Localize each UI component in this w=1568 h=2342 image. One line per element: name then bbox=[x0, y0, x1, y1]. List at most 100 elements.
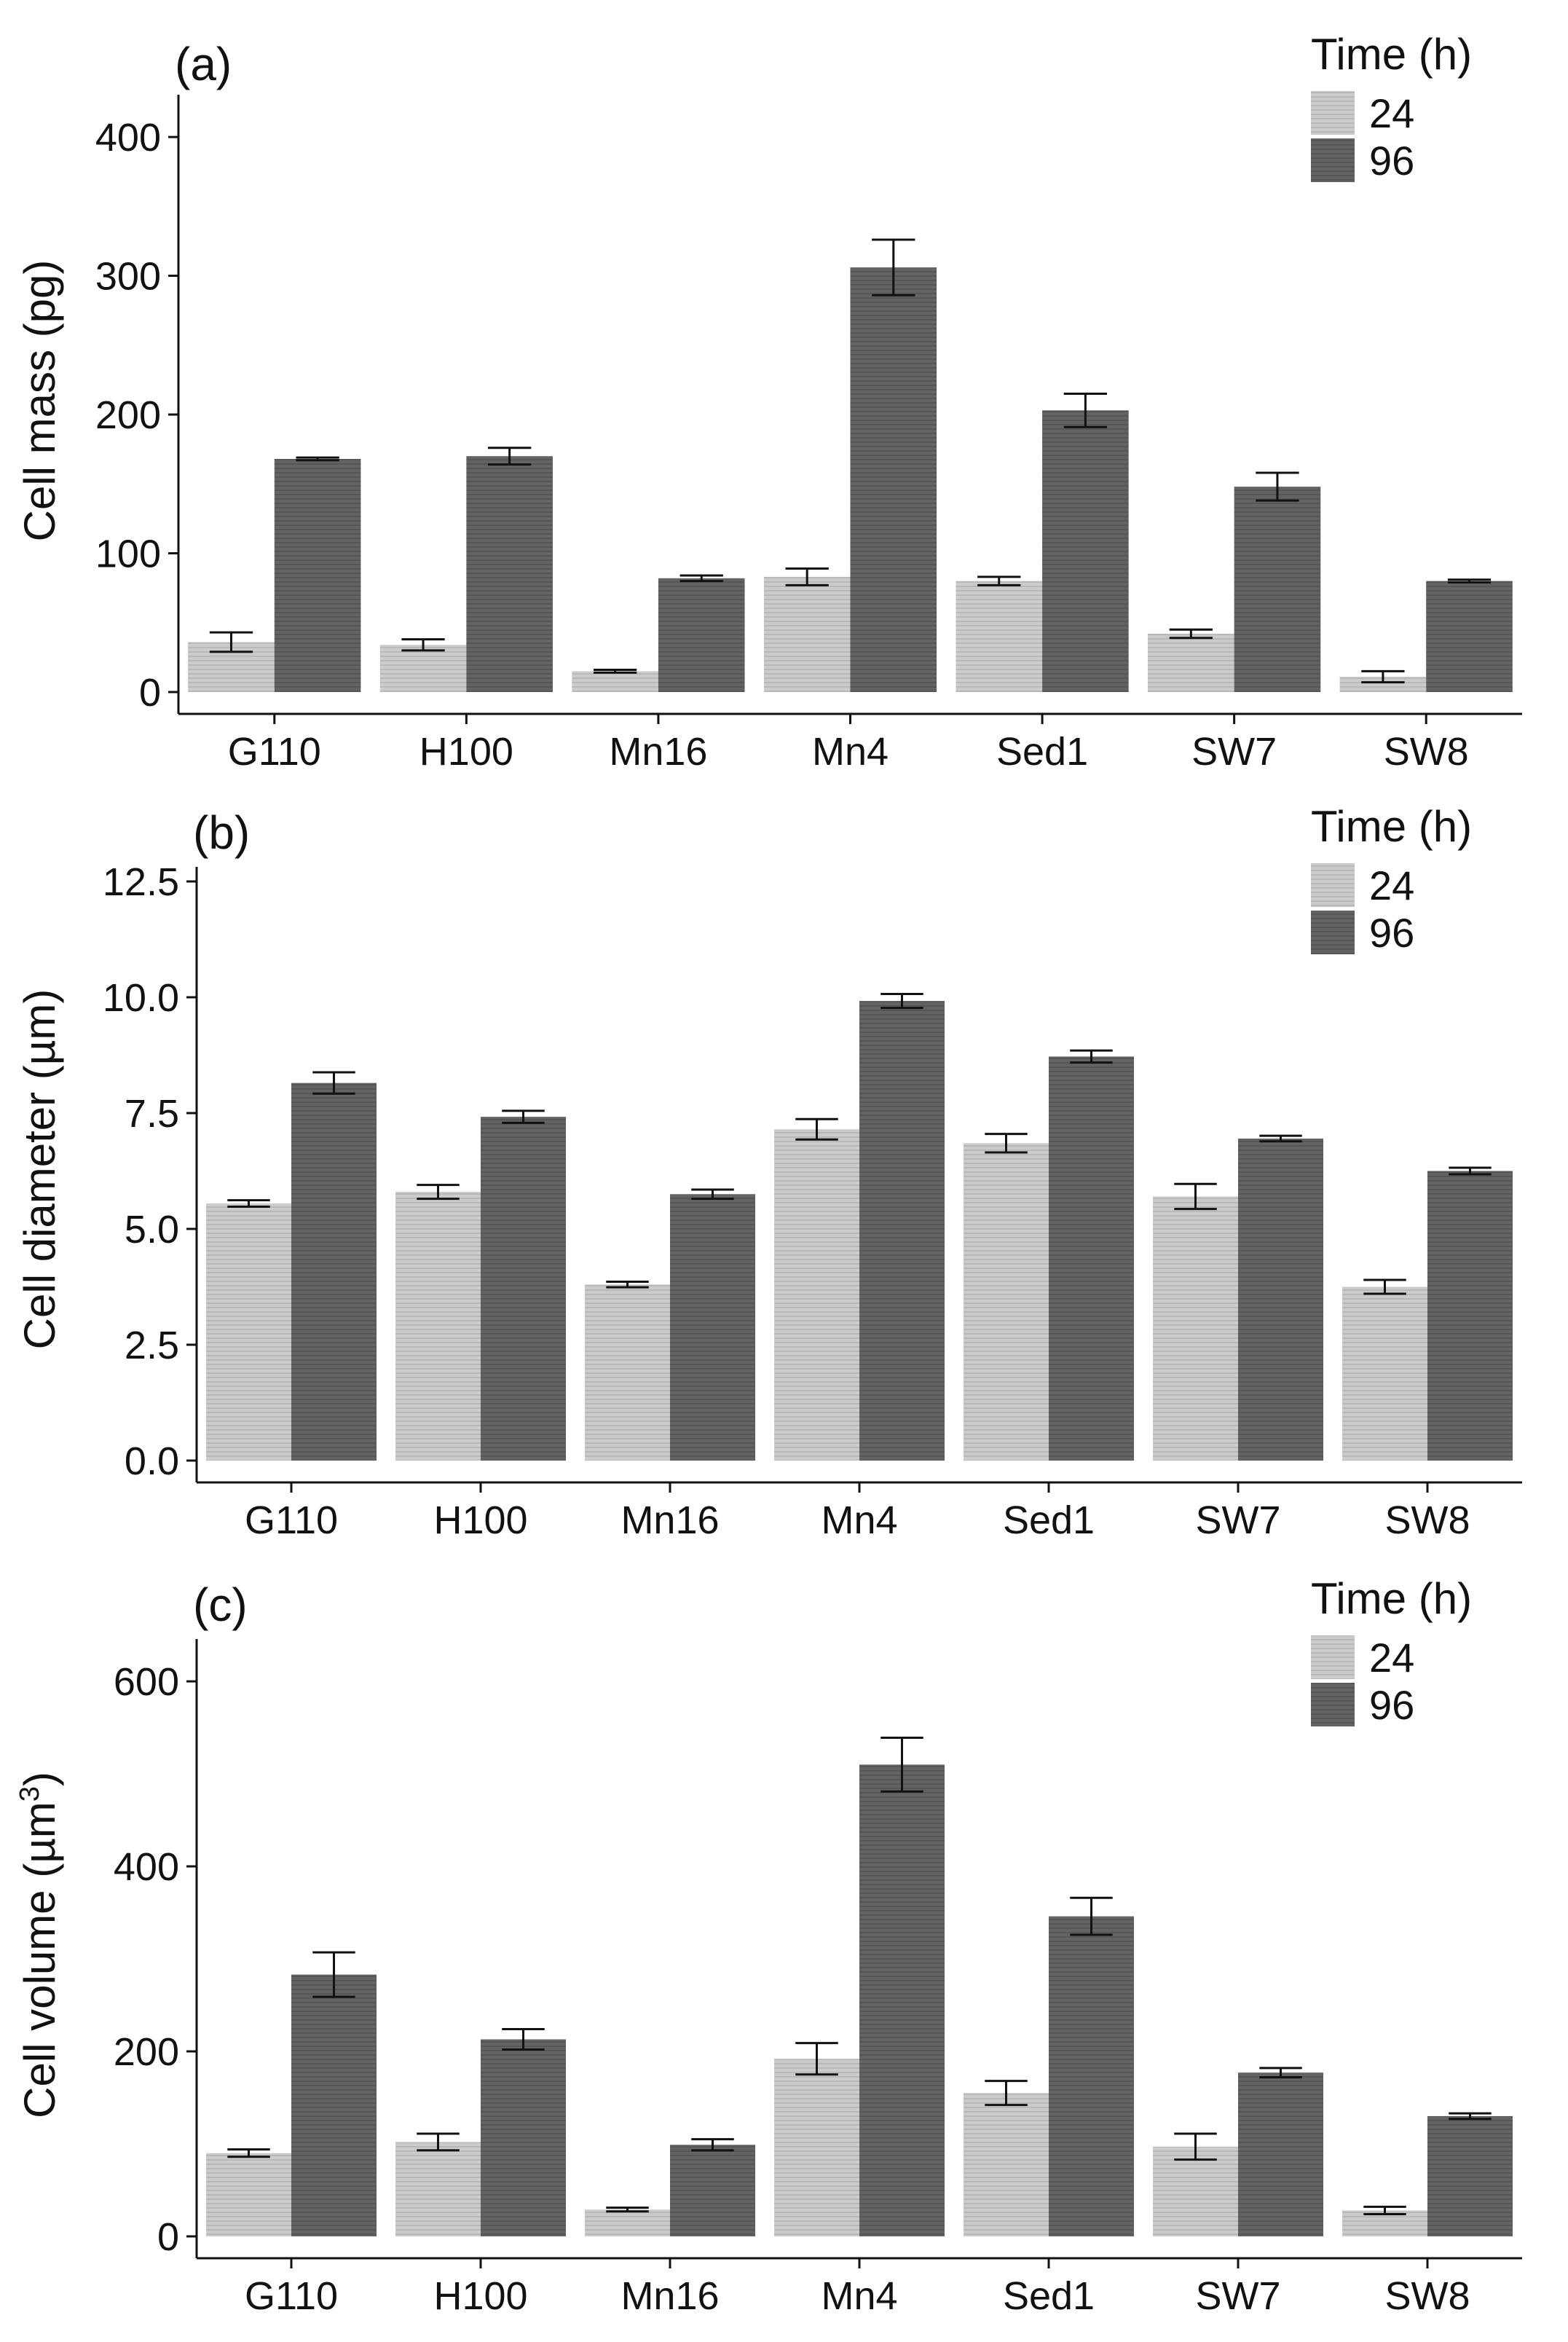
bar-sed1-24h bbox=[956, 581, 1043, 692]
y-tick-label: 200 bbox=[95, 393, 161, 437]
y-tick-label: 200 bbox=[114, 2030, 179, 2074]
bar-mn4-24h bbox=[774, 1129, 859, 1461]
bar-sw7-96h bbox=[1238, 2072, 1323, 2236]
y-tick-label: 5.0 bbox=[125, 1208, 179, 1251]
bar-mn16-96h bbox=[670, 1194, 755, 1461]
legend-label: 96 bbox=[1369, 910, 1414, 956]
bar-g110-96h bbox=[274, 459, 361, 692]
x-tick-label: G110 bbox=[228, 730, 321, 774]
x-tick-label: SW8 bbox=[1384, 730, 1469, 774]
bar-sed1-24h bbox=[964, 2093, 1049, 2236]
legend-label: 96 bbox=[1369, 1682, 1414, 1728]
x-tick-label: Sed1 bbox=[1003, 2274, 1095, 2318]
y-axis-title-suffix: ) bbox=[15, 1772, 64, 1786]
bar-g110-96h bbox=[291, 1974, 377, 2236]
legend-title: Time (h) bbox=[1311, 802, 1472, 851]
x-tick-label: G110 bbox=[245, 2274, 338, 2318]
y-axis-title-superscript: 3 bbox=[15, 1786, 45, 1801]
y-tick-label: 10.0 bbox=[103, 976, 179, 1020]
panel-label: (a) bbox=[175, 38, 232, 90]
bar-sw8-96h bbox=[1426, 581, 1513, 692]
x-tick-label: Mn4 bbox=[812, 730, 889, 774]
x-tick-label: H100 bbox=[419, 730, 513, 774]
legend-label: 96 bbox=[1369, 138, 1414, 184]
legend-label: 24 bbox=[1369, 1635, 1414, 1681]
bar-sed1-24h bbox=[964, 1143, 1049, 1461]
bar-mn4-24h bbox=[774, 2059, 859, 2236]
y-tick-label: 0 bbox=[157, 2215, 179, 2259]
legend-key-96h bbox=[1311, 1683, 1355, 1726]
bar-sw7-24h bbox=[1153, 1196, 1238, 1461]
bar-sw8-24h bbox=[1342, 1286, 1427, 1461]
x-tick-label: SW8 bbox=[1384, 2274, 1470, 2318]
bar-mn4-96h bbox=[859, 1001, 945, 1461]
bar-g110-24h bbox=[206, 2153, 291, 2236]
x-tick-label: SW7 bbox=[1195, 2274, 1280, 2318]
y-axis-title-text: Cell mass (pg) bbox=[15, 260, 64, 542]
legend-title: Time (h) bbox=[1311, 1574, 1472, 1623]
y-tick-label: 400 bbox=[114, 1845, 179, 1889]
y-axis-title: Cell volume (µm3) bbox=[15, 1772, 64, 2118]
y-tick-label: 0.0 bbox=[125, 1439, 179, 1483]
panel-label: (c) bbox=[193, 1579, 248, 1631]
x-tick-label: Mn4 bbox=[821, 2274, 897, 2318]
y-tick-label: 100 bbox=[95, 533, 161, 576]
bar-mn16-96h bbox=[670, 2145, 755, 2236]
bar-mn4-96h bbox=[859, 1764, 945, 2236]
bar-h100-96h bbox=[481, 2039, 566, 2236]
y-axis-title-text: Cell volume (µm bbox=[15, 1801, 64, 2118]
legend-key-24h bbox=[1311, 863, 1355, 907]
bar-mn4-96h bbox=[850, 267, 937, 693]
bar-mn16-24h bbox=[585, 2209, 670, 2236]
bar-mn16-24h bbox=[585, 1284, 670, 1461]
bar-h100-96h bbox=[466, 456, 553, 692]
bar-sw8-96h bbox=[1427, 1171, 1513, 1461]
x-tick-label: Mn16 bbox=[609, 730, 707, 774]
x-tick-label: Sed1 bbox=[1003, 1498, 1095, 1542]
y-axis-title-text: Cell diameter (µm) bbox=[15, 989, 64, 1350]
bar-mn16-24h bbox=[572, 671, 658, 692]
y-axis-title: Cell mass (pg) bbox=[15, 260, 64, 542]
x-tick-label: Mn16 bbox=[620, 2274, 719, 2318]
panel-label: (b) bbox=[193, 806, 250, 859]
bar-sw8-96h bbox=[1427, 2115, 1513, 2236]
bar-sed1-96h bbox=[1049, 1056, 1134, 1461]
y-tick-label: 7.5 bbox=[125, 1092, 179, 1136]
y-tick-label: 400 bbox=[95, 116, 161, 160]
bar-sw8-24h bbox=[1339, 677, 1427, 692]
y-tick-label: 0 bbox=[139, 671, 161, 715]
legend-title: Time (h) bbox=[1311, 30, 1472, 79]
bar-sed1-96h bbox=[1049, 1916, 1134, 2236]
bar-h100-96h bbox=[481, 1117, 566, 1461]
bar-g110-96h bbox=[291, 1082, 377, 1461]
legend-key-96h bbox=[1311, 138, 1355, 182]
y-tick-label: 300 bbox=[95, 255, 161, 299]
bar-sw7-24h bbox=[1153, 2146, 1238, 2236]
y-axis-title: Cell diameter (µm) bbox=[15, 989, 64, 1350]
x-tick-label: SW7 bbox=[1195, 1498, 1280, 1542]
bar-h100-24h bbox=[395, 2142, 481, 2236]
x-tick-label: Mn16 bbox=[620, 1498, 719, 1542]
legend-key-24h bbox=[1311, 1635, 1355, 1679]
bar-mn16-96h bbox=[658, 578, 745, 692]
x-tick-label: SW8 bbox=[1384, 1498, 1470, 1542]
bar-sw7-24h bbox=[1148, 634, 1234, 692]
x-tick-label: H100 bbox=[433, 2274, 527, 2318]
y-tick-label: 2.5 bbox=[125, 1324, 179, 1367]
y-tick-label: 12.5 bbox=[103, 860, 179, 904]
bar-g110-24h bbox=[206, 1203, 291, 1461]
legend-key-24h bbox=[1311, 91, 1355, 135]
x-tick-label: Mn4 bbox=[821, 1498, 897, 1542]
legend-key-96h bbox=[1311, 911, 1355, 954]
x-tick-label: Sed1 bbox=[996, 730, 1088, 774]
bar-sw7-96h bbox=[1234, 487, 1321, 692]
x-tick-label: G110 bbox=[245, 1498, 338, 1542]
y-tick-label: 600 bbox=[114, 1660, 179, 1704]
bar-h100-24h bbox=[379, 645, 467, 692]
x-tick-label: SW7 bbox=[1191, 730, 1277, 774]
x-tick-label: H100 bbox=[433, 1498, 527, 1542]
bar-sed1-96h bbox=[1042, 410, 1129, 692]
bar-h100-24h bbox=[395, 1192, 481, 1461]
bar-mn4-24h bbox=[763, 576, 851, 692]
